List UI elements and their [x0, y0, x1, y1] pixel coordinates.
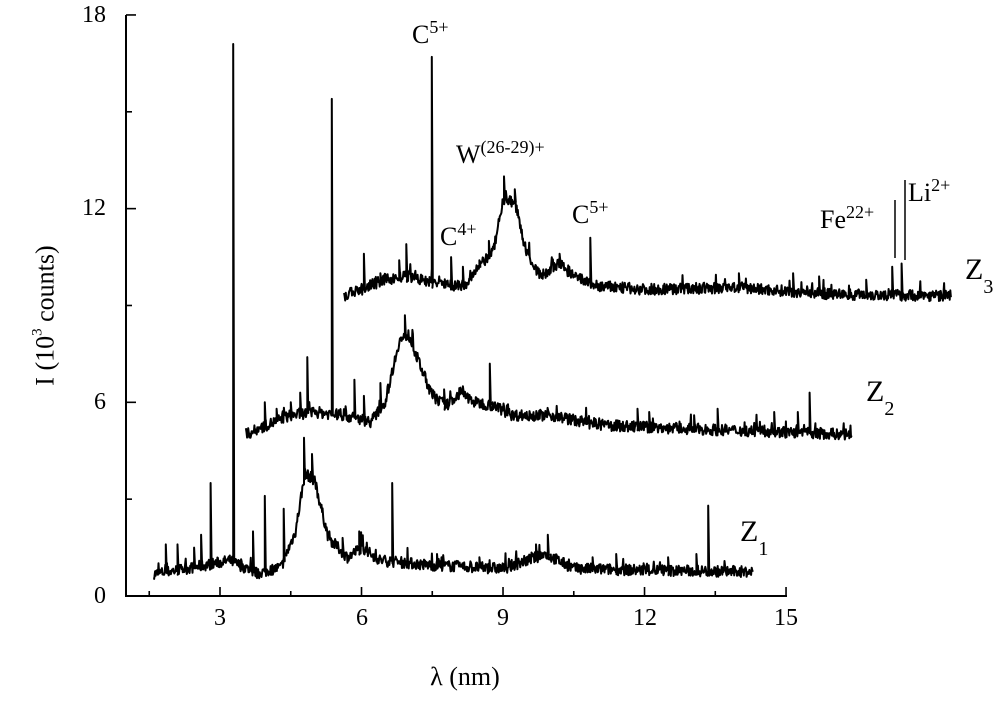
y-tick-label-12: 12 — [82, 195, 106, 221]
x-tick-label-3: 3 — [214, 605, 226, 631]
annotation-fe: Fe22+ — [820, 202, 875, 235]
y-axis-title-sup: 3 — [29, 328, 46, 336]
series-label-z1-sub: 1 — [758, 538, 769, 560]
series-label-z2-sub: 2 — [884, 398, 895, 420]
annotation-li: Li2+ — [908, 175, 951, 208]
series-label-z3: Z3 — [965, 253, 993, 297]
spectrum-curves — [153, 43, 952, 580]
annotation-w-sup: (26-29)+ — [480, 137, 545, 157]
series-label-z2: Z2 — [866, 375, 894, 419]
annotation-c5-second-sup: 5+ — [589, 197, 609, 217]
x-axis-title: λ (nm) — [430, 662, 500, 691]
ion-marker-lines — [894, 180, 906, 260]
annotation-fe-text: Fe — [820, 205, 846, 234]
y-axis-title-post: counts) — [30, 245, 60, 329]
series-label-z1: Z1 — [740, 515, 768, 559]
x-tick-label-9: 9 — [497, 605, 509, 631]
annotation-w-text: W — [456, 140, 481, 169]
annotation-fe-sup: 22+ — [846, 202, 875, 222]
axes — [125, 15, 787, 597]
annotation-w: W(26-29)+ — [456, 137, 545, 170]
spectrum-curve-z1 — [153, 43, 754, 580]
axis-ticks — [126, 14, 787, 597]
annotation-li-sup: 2+ — [931, 175, 951, 195]
series-label-z1-main: Z — [740, 515, 759, 548]
y-axis-title-pre: I (10 — [30, 335, 60, 386]
series-label-z3-main: Z — [965, 253, 984, 286]
annotation-c5-main-sup: 5+ — [429, 17, 449, 37]
series-label-z2-main: Z — [866, 375, 885, 408]
annotation-li-text: Li — [908, 178, 932, 207]
y-axis-title: I (103 counts) — [30, 201, 61, 431]
x-tick-label-15: 15 — [774, 605, 798, 631]
series-label-z3-sub: 3 — [983, 276, 994, 298]
annotation-c5-main: C5+ — [412, 17, 449, 50]
annotation-c5-main-text: C — [412, 20, 430, 49]
annotation-c4-text: C — [440, 222, 458, 251]
y-tick-label-0: 0 — [94, 583, 106, 609]
annotation-c5-second-text: C — [572, 200, 590, 229]
annotation-c4-sup: 4+ — [457, 219, 477, 239]
spectrum-curve-z2 — [244, 97, 853, 441]
annotation-c4: C4+ — [440, 219, 477, 252]
y-tick-label-6: 6 — [94, 389, 106, 415]
x-tick-label-6: 6 — [356, 605, 368, 631]
y-tick-label-18: 18 — [82, 2, 106, 28]
annotation-c5-second: C5+ — [572, 197, 609, 230]
spectrum-curve-z3 — [343, 55, 952, 303]
x-tick-label-12: 12 — [633, 605, 657, 631]
